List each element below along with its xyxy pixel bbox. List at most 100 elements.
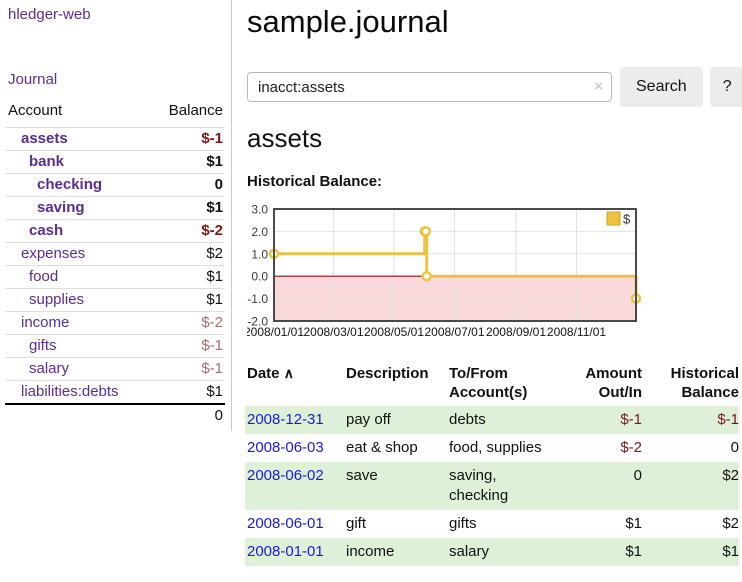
register-balance: $2 bbox=[722, 467, 739, 484]
account-balance: $2 bbox=[149, 242, 225, 266]
account-row: saving $1 bbox=[5, 196, 225, 220]
legend-label: $ bbox=[623, 212, 631, 227]
account-heading: assets bbox=[247, 123, 323, 153]
register-accounts: saving, checking bbox=[449, 467, 509, 504]
account-link[interactable]: bank bbox=[29, 153, 65, 170]
register-amount: $1 bbox=[625, 515, 642, 532]
register-date-link[interactable]: 2008-06-03 bbox=[247, 439, 324, 456]
register-header-row: Date ∧ Description To/From Account(s) Amo… bbox=[245, 360, 739, 406]
chart-title-label: Historical Balance: bbox=[247, 173, 383, 190]
y-axis-tick-label: 0.0 bbox=[251, 270, 268, 284]
account-balance: $-1 bbox=[149, 127, 225, 151]
x-axis-tick-label: 2008/01/01 bbox=[247, 325, 304, 339]
account-balance: $1 bbox=[149, 265, 225, 289]
account-balance: $1 bbox=[149, 380, 225, 404]
account-balance: $-2 bbox=[149, 311, 225, 335]
account-row: liabilities:debts $1 bbox=[5, 380, 225, 404]
account-row: expenses $2 bbox=[5, 242, 225, 266]
register-description: pay off bbox=[346, 411, 391, 428]
y-axis-tick-label: 2.0 bbox=[251, 225, 268, 239]
search-form: × Search ? bbox=[247, 67, 742, 107]
account-link[interactable]: gifts bbox=[29, 337, 57, 354]
account-balance: 0 bbox=[149, 173, 225, 197]
y-axis-tick-label: -2.0 bbox=[247, 315, 268, 329]
sidebar-item-journal[interactable]: Journal bbox=[8, 71, 58, 88]
account-row: food $1 bbox=[5, 265, 225, 289]
register-row: 2008-06-02 save saving, checking 0 $2 bbox=[245, 462, 739, 510]
register-description: save bbox=[346, 467, 378, 484]
account-balance: $-2 bbox=[149, 219, 225, 243]
accounts-col-balance: Balance bbox=[168, 102, 223, 119]
register-table: Date ∧ Description To/From Account(s) Amo… bbox=[245, 360, 739, 566]
register-accounts: salary bbox=[449, 543, 490, 560]
register-date-link[interactable]: 2008-01-01 bbox=[247, 543, 324, 560]
register-row: 2008-12-31 pay off debts $-1 $-1 bbox=[245, 406, 739, 434]
data-point-marker bbox=[420, 226, 431, 237]
account-balance: $1 bbox=[149, 196, 225, 220]
register-accounts: gifts bbox=[449, 515, 477, 532]
search-input[interactable] bbox=[247, 72, 612, 102]
register-balance: $2 bbox=[722, 515, 739, 532]
accounts-total-value: 0 bbox=[149, 403, 225, 427]
x-axis-tick-label: 2008/07/01 bbox=[424, 325, 484, 339]
register-description: income bbox=[346, 543, 395, 560]
register-balance: $-1 bbox=[717, 411, 739, 428]
brand-link[interactable]: hledger-web bbox=[8, 6, 91, 23]
register-date-link[interactable]: 2008-06-01 bbox=[247, 515, 324, 532]
register-balance: $1 bbox=[722, 543, 739, 560]
register-amount: $-1 bbox=[620, 411, 642, 428]
account-row: checking 0 bbox=[5, 173, 225, 197]
register-col-accounts: To/From Account(s) bbox=[449, 365, 528, 401]
register-col-date[interactable]: Date ∧ bbox=[247, 365, 294, 382]
register-description: gift bbox=[346, 515, 367, 532]
sidebar: hledger-web Journal Account Balance asse… bbox=[0, 0, 232, 431]
accounts-col-account: Account bbox=[8, 102, 63, 119]
account-row: salary $-1 bbox=[5, 357, 225, 381]
account-balance: $1 bbox=[149, 288, 225, 312]
register-date-link[interactable]: 2008-06-02 bbox=[247, 467, 324, 484]
search-button[interactable]: Search bbox=[620, 67, 703, 107]
account-link[interactable]: saving bbox=[37, 199, 85, 216]
register-col-amount: Amount Out/In bbox=[585, 365, 642, 401]
account-link[interactable]: income bbox=[21, 314, 70, 331]
accounts-total-row: 0 bbox=[5, 403, 225, 427]
accounts-table: Account Balance assets $-1 bank $1 checking 0… bbox=[5, 100, 225, 427]
register-amount: $-2 bbox=[620, 439, 642, 456]
account-link[interactable]: assets bbox=[21, 130, 68, 147]
y-axis-tick-label: 3.0 bbox=[251, 203, 268, 217]
y-axis-tick-label: -1.0 bbox=[247, 292, 268, 306]
y-axis-tick-label: 1.0 bbox=[251, 247, 268, 261]
clear-search-icon[interactable]: × bbox=[594, 78, 603, 95]
register-date-link[interactable]: 2008-12-31 bbox=[247, 411, 324, 428]
register-description: eat & shop bbox=[346, 439, 418, 456]
account-row: bank $1 bbox=[5, 150, 225, 174]
account-row: income $-2 bbox=[5, 311, 225, 335]
legend-swatch bbox=[606, 211, 621, 226]
register-col-description: Description bbox=[346, 365, 429, 382]
account-link[interactable]: checking bbox=[37, 176, 103, 193]
x-axis-tick-label: 2008/03/01 bbox=[303, 325, 363, 339]
register-amount: $1 bbox=[625, 543, 642, 560]
account-link[interactable]: supplies bbox=[29, 291, 85, 308]
help-button[interactable]: ? bbox=[709, 67, 742, 107]
account-balance: $-1 bbox=[149, 357, 225, 381]
account-row: gifts $-1 bbox=[5, 334, 225, 358]
sort-asc-icon: ∧ bbox=[283, 365, 294, 381]
register-row: 2008-06-01 gift gifts $1 $2 bbox=[245, 510, 739, 538]
account-link[interactable]: food bbox=[29, 268, 59, 285]
register-balance: 0 bbox=[730, 439, 739, 456]
register-amount: 0 bbox=[633, 467, 642, 484]
page-title: sample.journal bbox=[247, 4, 449, 39]
search-box: × bbox=[247, 72, 612, 102]
register-row: 2008-01-01 income salary $1 $1 bbox=[245, 538, 739, 566]
account-link[interactable]: liabilities:debts bbox=[21, 383, 119, 400]
data-point-marker bbox=[421, 270, 432, 282]
account-row: supplies $1 bbox=[5, 288, 225, 312]
plot-border bbox=[273, 208, 637, 322]
account-row: assets $-1 bbox=[5, 127, 225, 151]
account-link[interactable]: cash bbox=[29, 222, 64, 239]
account-link[interactable]: salary bbox=[29, 360, 70, 377]
account-link[interactable]: expenses bbox=[21, 245, 86, 262]
